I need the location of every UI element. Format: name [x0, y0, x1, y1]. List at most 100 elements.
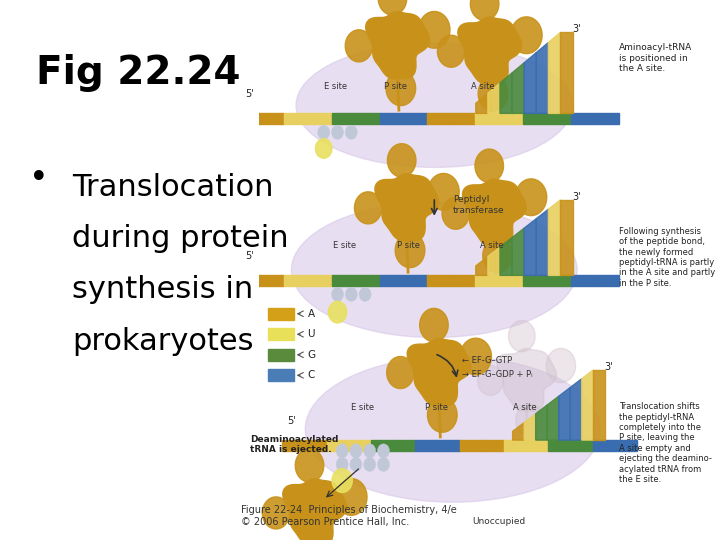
Polygon shape: [462, 179, 526, 246]
FancyBboxPatch shape: [348, 440, 371, 451]
Ellipse shape: [296, 43, 572, 167]
Circle shape: [318, 125, 330, 139]
FancyBboxPatch shape: [236, 275, 260, 286]
Polygon shape: [524, 414, 536, 440]
FancyBboxPatch shape: [571, 113, 595, 124]
Polygon shape: [387, 144, 416, 177]
Text: P site: P site: [384, 82, 407, 91]
FancyBboxPatch shape: [595, 275, 618, 286]
Polygon shape: [549, 32, 560, 113]
Circle shape: [346, 287, 357, 301]
Circle shape: [377, 444, 390, 458]
FancyBboxPatch shape: [475, 275, 499, 286]
Polygon shape: [582, 370, 593, 440]
FancyBboxPatch shape: [549, 440, 570, 451]
Text: A site: A site: [471, 82, 495, 91]
FancyBboxPatch shape: [284, 113, 308, 124]
Text: E site: E site: [324, 82, 347, 91]
Polygon shape: [420, 308, 449, 342]
FancyBboxPatch shape: [327, 440, 348, 451]
Text: Fig 22.24: Fig 22.24: [36, 54, 240, 92]
Text: A site: A site: [480, 241, 504, 251]
FancyBboxPatch shape: [393, 440, 415, 451]
Polygon shape: [513, 422, 524, 440]
Polygon shape: [546, 348, 575, 383]
Text: Unoccupied: Unoccupied: [472, 517, 526, 526]
Polygon shape: [488, 247, 500, 275]
Circle shape: [350, 457, 362, 471]
Text: 3': 3': [572, 192, 581, 202]
FancyBboxPatch shape: [284, 275, 308, 286]
Polygon shape: [570, 379, 582, 440]
Polygon shape: [593, 370, 605, 440]
FancyBboxPatch shape: [428, 113, 451, 124]
Text: synthesis in: synthesis in: [72, 275, 253, 305]
Circle shape: [332, 469, 352, 492]
Polygon shape: [460, 338, 492, 375]
Polygon shape: [488, 83, 500, 113]
FancyBboxPatch shape: [260, 113, 284, 124]
Polygon shape: [559, 388, 570, 440]
Polygon shape: [536, 43, 549, 113]
Polygon shape: [346, 30, 373, 62]
Polygon shape: [395, 233, 425, 268]
FancyBboxPatch shape: [356, 113, 379, 124]
Polygon shape: [549, 200, 560, 275]
FancyBboxPatch shape: [269, 349, 294, 361]
FancyBboxPatch shape: [308, 275, 332, 286]
Polygon shape: [560, 200, 572, 275]
FancyBboxPatch shape: [593, 440, 615, 451]
Text: → EF-G–GDP + Pᵢ: → EF-G–GDP + Pᵢ: [462, 370, 533, 379]
Circle shape: [377, 457, 390, 471]
Text: 5': 5': [287, 416, 296, 426]
Polygon shape: [407, 339, 471, 406]
Polygon shape: [516, 179, 546, 215]
FancyBboxPatch shape: [415, 440, 438, 451]
Polygon shape: [512, 228, 524, 275]
Polygon shape: [512, 63, 524, 113]
FancyBboxPatch shape: [547, 113, 571, 124]
Polygon shape: [354, 192, 382, 224]
Polygon shape: [386, 71, 415, 106]
FancyBboxPatch shape: [438, 440, 459, 451]
FancyBboxPatch shape: [459, 440, 482, 451]
FancyBboxPatch shape: [236, 113, 260, 124]
FancyBboxPatch shape: [308, 113, 332, 124]
Polygon shape: [262, 497, 289, 529]
Text: prokaryotes: prokaryotes: [72, 327, 253, 356]
Circle shape: [364, 444, 376, 458]
FancyBboxPatch shape: [482, 440, 504, 451]
Text: E site: E site: [351, 403, 374, 413]
Text: Translocation: Translocation: [72, 173, 274, 202]
Polygon shape: [475, 149, 503, 183]
Polygon shape: [387, 356, 414, 389]
Text: G: G: [307, 350, 315, 360]
Text: 5': 5': [246, 89, 254, 99]
FancyBboxPatch shape: [475, 113, 499, 124]
Polygon shape: [510, 17, 542, 53]
FancyBboxPatch shape: [451, 275, 475, 286]
FancyBboxPatch shape: [499, 113, 523, 124]
Polygon shape: [476, 256, 488, 275]
Circle shape: [336, 444, 348, 458]
Polygon shape: [500, 238, 512, 275]
FancyBboxPatch shape: [595, 113, 618, 124]
Polygon shape: [516, 404, 544, 436]
Text: A: A: [307, 309, 315, 319]
Polygon shape: [470, 0, 499, 21]
Text: 3': 3': [572, 24, 581, 35]
FancyBboxPatch shape: [428, 275, 451, 286]
Text: Deaminoacylated
tRNA is ejected.: Deaminoacylated tRNA is ejected.: [250, 435, 338, 454]
Polygon shape: [442, 197, 469, 230]
Polygon shape: [524, 219, 536, 275]
FancyBboxPatch shape: [269, 308, 294, 320]
Polygon shape: [375, 174, 438, 241]
Polygon shape: [477, 366, 503, 395]
FancyBboxPatch shape: [523, 275, 547, 286]
FancyBboxPatch shape: [332, 275, 356, 286]
Polygon shape: [366, 12, 429, 79]
Text: Aminoacyl-tRNA
is positioned in
the A site.: Aminoacyl-tRNA is positioned in the A si…: [618, 43, 692, 73]
Polygon shape: [438, 35, 465, 68]
Polygon shape: [497, 349, 557, 411]
Polygon shape: [524, 52, 536, 113]
